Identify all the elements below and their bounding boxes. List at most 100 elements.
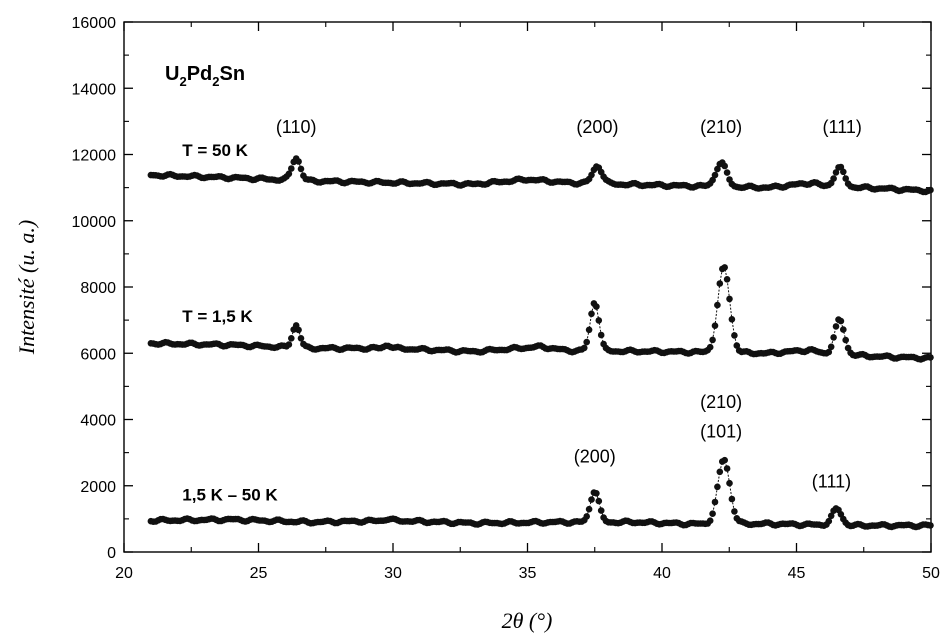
- data-point: [827, 512, 835, 520]
- data-point: [706, 517, 714, 524]
- data-point: [832, 169, 840, 176]
- peak-label: (210): [700, 117, 742, 137]
- peak-label: (101): [700, 422, 742, 442]
- data-point: [581, 344, 588, 352]
- plot-border: [123, 21, 932, 553]
- data-point: [597, 331, 605, 339]
- series-line: [150, 157, 931, 193]
- y-tick-label: 8000: [80, 280, 116, 297]
- x-tick-label: 50: [922, 565, 940, 582]
- x-tick-label: 40: [653, 565, 671, 582]
- series-3: [147, 456, 934, 531]
- data-point: [731, 508, 738, 515]
- data-point: [583, 513, 590, 520]
- data-point: [723, 169, 731, 176]
- data-point: [711, 322, 719, 330]
- data-point: [288, 335, 295, 342]
- data-point: [721, 162, 728, 170]
- y-tick-label: 14000: [72, 81, 117, 98]
- data-point: [842, 175, 849, 182]
- data-point: [723, 276, 731, 283]
- series-label: T = 50 K: [182, 141, 248, 160]
- data-point: [830, 175, 837, 182]
- data-point: [840, 168, 847, 176]
- data-point: [585, 326, 593, 334]
- compound-label: U2Pd2Sn: [165, 63, 245, 89]
- data-point: [588, 496, 595, 503]
- peak-label: (111): [812, 471, 851, 491]
- compound-end: Sn: [219, 63, 245, 85]
- data-point: [726, 479, 733, 487]
- annotation-layer: (110) (200) (210) (111) (210) (101) (200) (111)…: [182, 117, 862, 505]
- data-point: [927, 522, 934, 529]
- y-tick-label: 16000: [72, 15, 117, 32]
- data-point: [842, 336, 849, 344]
- data-point: [706, 343, 714, 351]
- data-point: [295, 158, 302, 165]
- y-tick-label: 2000: [80, 479, 116, 496]
- y-tick-label: 0: [107, 545, 116, 562]
- data-point: [588, 310, 595, 318]
- data-point: [295, 326, 302, 334]
- compound-sub2: 2: [212, 74, 219, 89]
- data-point: [714, 165, 721, 173]
- data-point: [927, 186, 934, 194]
- data-point: [827, 343, 835, 351]
- peak-label: (210): [700, 392, 742, 412]
- data-layer: [147, 155, 934, 531]
- x-tick-label: 45: [788, 565, 806, 582]
- data-point: [711, 171, 719, 179]
- data-point: [723, 465, 731, 472]
- y-tick-label: 6000: [80, 346, 116, 363]
- data-point: [716, 280, 724, 287]
- data-point: [832, 323, 840, 330]
- data-point: [825, 517, 833, 525]
- data-point: [726, 295, 733, 303]
- data-point: [288, 165, 295, 172]
- data-point: [711, 498, 719, 506]
- data-point: [585, 505, 593, 513]
- series-2: [147, 264, 934, 363]
- data-point: [830, 334, 837, 341]
- peak-label: (200): [576, 117, 618, 137]
- x-tick-label: 25: [250, 565, 268, 582]
- plot-frame: 20 25 30 35 40 45 50 0 2000 4000 6000 8000 10000 1200…: [72, 15, 941, 582]
- data-point: [285, 170, 293, 178]
- data-point: [593, 303, 600, 310]
- data-point: [728, 316, 736, 323]
- data-point: [297, 335, 305, 342]
- x-tick-label: 20: [115, 565, 133, 582]
- data-point: [714, 483, 721, 491]
- data-point: [595, 317, 603, 324]
- data-point: [593, 490, 600, 497]
- data-point: [714, 301, 721, 309]
- data-point: [716, 468, 724, 476]
- series-1: [147, 155, 934, 196]
- data-point: [733, 342, 741, 349]
- data-point: [597, 507, 605, 514]
- y-tick-label: 12000: [72, 148, 117, 165]
- compound-main: U: [165, 63, 179, 85]
- y-tick-label: 10000: [72, 214, 117, 231]
- data-point: [728, 495, 736, 503]
- data-point: [721, 456, 728, 464]
- x-tick-label: 30: [384, 565, 402, 582]
- data-point: [709, 176, 716, 184]
- y-axis-title: Intensité (u. a.): [14, 220, 39, 355]
- y-tick-label: 4000: [80, 413, 116, 430]
- peak-label: (200): [574, 447, 616, 467]
- compound-mid: Pd: [187, 63, 213, 85]
- data-point: [285, 341, 293, 348]
- data-point: [721, 264, 728, 271]
- data-point: [731, 332, 738, 339]
- peak-label: (111): [823, 117, 862, 137]
- series-label: T = 1,5 K: [182, 307, 253, 326]
- data-point: [709, 336, 716, 344]
- x-tick-label: 35: [519, 565, 537, 582]
- data-point: [840, 326, 847, 333]
- data-point: [595, 497, 603, 505]
- peak-label: (110): [276, 117, 317, 137]
- series-label: 1,5 K – 50 K: [182, 486, 278, 505]
- data-point: [837, 317, 845, 325]
